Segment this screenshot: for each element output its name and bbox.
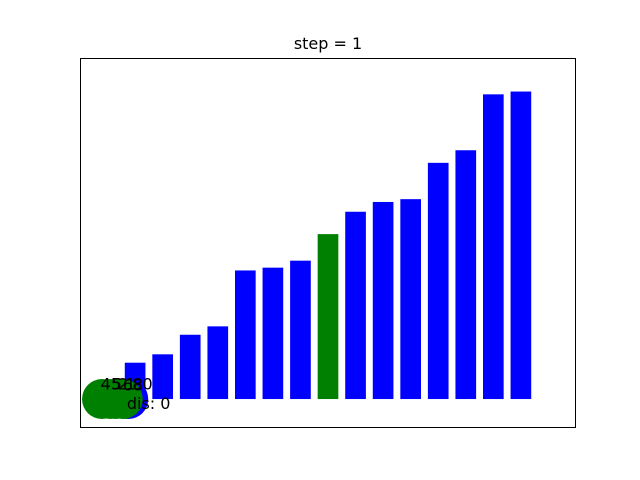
bar-6 [290,260,311,400]
bar-13 [483,94,504,400]
marker-label-4: 80 [132,374,152,393]
bar-12 [455,150,477,400]
marker-label-2: 2 [118,374,128,393]
bar-14 [510,91,532,400]
marker-label-1: 5 [112,374,122,393]
markers-group [82,379,149,420]
bar-8 [345,211,366,400]
bar-11 [427,162,449,400]
marker-label-5: 1 [125,374,135,393]
bar-2 [179,334,201,400]
distance-label: dis: 0 [127,394,171,413]
bars-group [124,91,532,400]
plot-frame [80,58,576,428]
bar-3 [207,326,229,400]
bar-9 [372,201,394,400]
bar-10 [400,199,421,400]
bar-1 [152,354,173,400]
marker-4 [95,379,136,420]
chart-title: step = 1 [294,34,362,53]
bar-4 [235,270,256,400]
marker-label-0: 45 [101,374,121,393]
bar-7 [317,234,339,400]
bar-5 [262,267,284,400]
marker-label-3: 68 [123,376,143,395]
